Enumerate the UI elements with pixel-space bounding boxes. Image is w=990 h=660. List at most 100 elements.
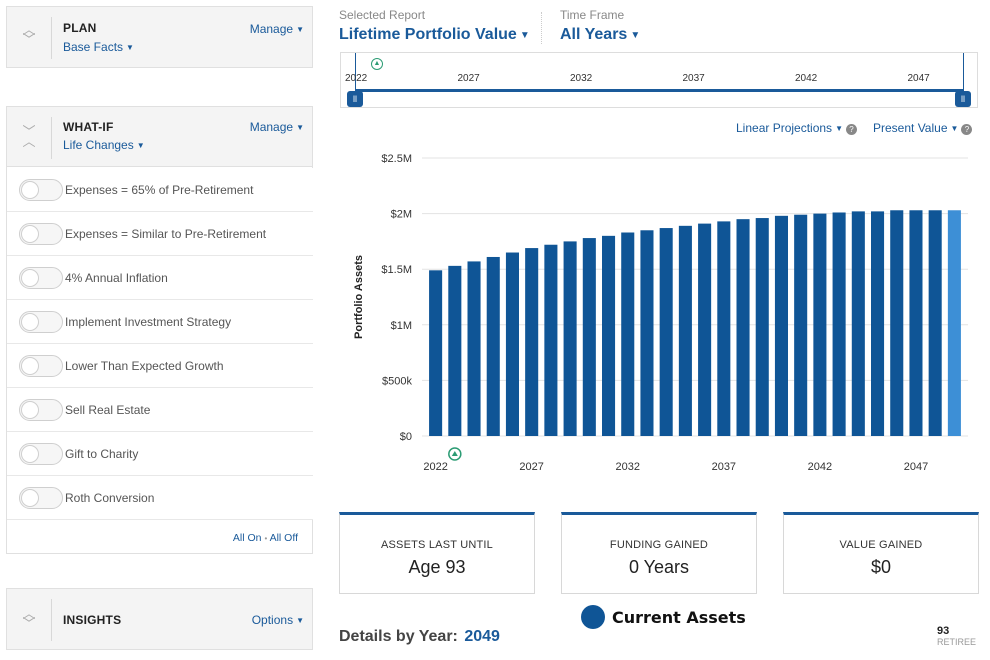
insights-options-label: Options — [251, 613, 294, 627]
legend-swatch-icon — [581, 605, 605, 629]
time-frame-label: Time Frame — [560, 8, 625, 22]
x-tick-label: 2047 — [904, 461, 928, 473]
toggle-knob — [21, 269, 39, 287]
chart-bar — [717, 221, 731, 436]
card-label: ASSETS LAST UNTIL — [380, 539, 493, 551]
present-value-dropdown[interactable]: Present Value ▼? — [873, 121, 973, 135]
toggle-switch[interactable] — [19, 355, 63, 377]
details-year[interactable]: 2049 — [464, 628, 500, 645]
divider — [51, 599, 52, 641]
retirement-marker-glyph — [451, 451, 458, 456]
toggle-switch[interactable] — [19, 443, 63, 465]
time-frame-dropdown[interactable]: All Years ▼ — [560, 26, 640, 44]
chart-bar — [928, 210, 942, 436]
insights-options-button[interactable]: Options ▼ — [252, 613, 304, 627]
summary-card: ASSETS LAST UNTIL Age 93 — [339, 512, 535, 594]
timeline-tick-label: 2032 — [570, 73, 593, 84]
insights-title: INSIGHTS — [63, 613, 122, 627]
x-tick-label: 2032 — [616, 461, 640, 473]
life-changes-label: Life Changes — [63, 138, 134, 152]
timeline-end-line — [963, 53, 964, 91]
toggle-knob — [21, 489, 39, 507]
whatif-panel: ﹀ ︿ WHAT-IF Life Changes ▼ Manage ▼ Expense… — [6, 106, 313, 554]
summary-card: VALUE GAINED $0 — [783, 512, 979, 594]
timeline-tick-label: 2042 — [795, 73, 818, 84]
chart-bar — [525, 248, 539, 436]
whatif-header: ﹀ ︿ WHAT-IF Life Changes ▼ Manage ▼ — [7, 107, 312, 167]
timeline-handle-left[interactable]: ll — [347, 91, 363, 107]
timeline-tick-label: 2022 — [345, 73, 368, 84]
chart-bar — [582, 238, 596, 436]
collapse-chevron-icon[interactable]: ︿ ﹀ — [22, 22, 36, 47]
toggle-switch[interactable] — [19, 179, 63, 201]
insights-panel: ︿ ﹀ INSIGHTS Options ▼ — [6, 588, 313, 650]
toggle-label: Implement Investment Strategy — [65, 315, 232, 329]
collapse-chevron-icon[interactable]: ﹀ ︿ — [22, 124, 36, 149]
divider — [51, 117, 52, 159]
all-on-link[interactable]: All On — [232, 532, 262, 544]
toggle-knob — [21, 357, 39, 375]
toggle-row: Roth Conversion — [7, 476, 313, 520]
summary-card: FUNDING GAINED 0 Years — [561, 512, 757, 594]
x-tick-label: 2042 — [808, 461, 832, 473]
toggle-knob — [21, 445, 39, 463]
selected-report-label: Selected Report — [339, 8, 426, 22]
caret-down-icon: ▼ — [950, 124, 959, 133]
plan-manage-button[interactable]: Manage ▼ — [250, 22, 304, 36]
selector-divider — [541, 12, 542, 44]
all-off-link[interactable]: All Off — [269, 532, 298, 544]
retiree-indicator: 93 RETIREE — [937, 626, 976, 648]
chart-bar — [736, 219, 750, 436]
plan-panel: ︿ ﹀ PLAN Base Facts ▼ Manage ▼ — [6, 6, 313, 68]
chart-bar — [429, 270, 443, 436]
x-tick-label: 2022 — [423, 461, 447, 473]
card-value: Age 93 — [408, 557, 466, 577]
selected-report-dropdown[interactable]: Lifetime Portfolio Value ▼ — [339, 26, 530, 44]
caret-down-icon: ▼ — [296, 123, 304, 132]
toggle-knob — [21, 225, 39, 243]
chart-bar — [448, 265, 462, 436]
toggle-switch[interactable] — [19, 399, 63, 421]
present-value-label: Present Value — [873, 121, 948, 135]
chart-bar — [486, 256, 500, 436]
help-icon[interactable]: ? — [845, 124, 857, 135]
y-tick-label: $0 — [400, 431, 412, 443]
all-toggle-links: All On • All Off — [233, 532, 298, 544]
chart-bar — [851, 211, 865, 436]
timeline-handle-right[interactable]: ll — [955, 91, 971, 107]
toggle-row: Lower Than Expected Growth — [7, 344, 313, 388]
time-frame-value: All Years — [560, 26, 628, 43]
base-facts-dropdown[interactable]: Base Facts ▼ — [63, 40, 134, 54]
chart-bar — [621, 232, 635, 436]
collapse-chevron-icon[interactable]: ︿ ﹀ — [22, 606, 36, 631]
y-tick-label: $1M — [391, 320, 412, 332]
toggle-knob — [21, 313, 39, 331]
timeline-track — [355, 89, 963, 92]
toggle-label: Gift to Charity — [65, 447, 139, 461]
toggle-switch[interactable] — [19, 487, 63, 509]
legend-label: Current Assets — [612, 607, 746, 627]
toggle-switch[interactable] — [19, 311, 63, 333]
toggle-knob — [21, 401, 39, 419]
toggle-label: Roth Conversion — [65, 491, 155, 505]
toggle-row: Expenses = 65% of Pre-Retirement — [7, 168, 313, 212]
timeline-slider[interactable]: ▲ ll ll 2022 2027 2032 2037 2042 2047 — [340, 52, 978, 108]
y-tick-label: $2M — [391, 209, 412, 221]
chart-bar — [467, 261, 481, 436]
toggle-switch[interactable] — [19, 223, 63, 245]
caret-down-icon: ▼ — [136, 141, 145, 150]
help-icon[interactable]: ? — [961, 124, 973, 135]
whatif-manage-button[interactable]: Manage ▼ — [250, 120, 304, 134]
life-changes-dropdown[interactable]: Life Changes ▼ — [63, 138, 145, 152]
card-label: FUNDING GAINED — [609, 539, 709, 551]
y-tick-label: $500k — [382, 375, 412, 387]
retirement-marker-icon: ▲ — [371, 58, 383, 70]
linear-projections-dropdown[interactable]: Linear Projections ▼? — [736, 121, 857, 135]
toggle-row: Expenses = Similar to Pre-Retirement — [7, 212, 313, 256]
toggle-row: 4% Annual Inflation — [7, 256, 313, 300]
chart-bar — [813, 213, 827, 436]
chart-bar — [640, 230, 654, 436]
chart-bar — [890, 210, 904, 436]
whatif-manage-label: Manage — [249, 120, 294, 134]
toggle-switch[interactable] — [19, 267, 63, 289]
